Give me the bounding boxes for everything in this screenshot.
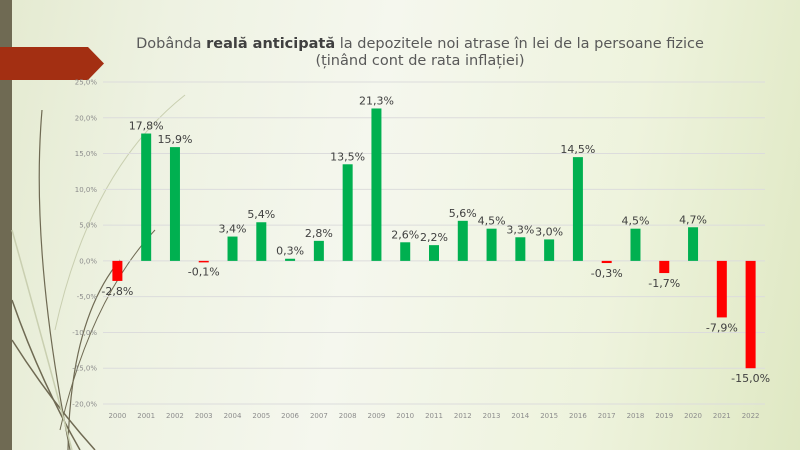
title-text-part1: Dobânda bbox=[136, 36, 207, 52]
x-tick-label: 2019 bbox=[655, 412, 673, 420]
data-label: 2,2% bbox=[420, 231, 448, 244]
data-label: 17,8% bbox=[129, 120, 164, 133]
title-text-part2: la depozitele noi atrase în lei de la pe… bbox=[335, 36, 704, 52]
x-tick-label: 2001 bbox=[137, 412, 155, 420]
data-label: 5,6% bbox=[449, 207, 477, 220]
y-tick-label: 10,0% bbox=[75, 186, 98, 194]
x-tick-label: 2010 bbox=[396, 412, 414, 420]
data-label: 0,3% bbox=[276, 245, 304, 258]
x-tick-label: 2017 bbox=[598, 412, 616, 420]
data-label: 2,6% bbox=[391, 228, 419, 241]
y-tick-label: 0,0% bbox=[79, 257, 97, 265]
bar bbox=[198, 260, 209, 263]
x-tick-label: 2006 bbox=[281, 412, 299, 420]
data-label: 4,5% bbox=[622, 215, 650, 228]
x-tick-label: 2014 bbox=[511, 412, 529, 420]
y-tick-label: 5,0% bbox=[79, 222, 97, 230]
x-tick-label: 2007 bbox=[310, 412, 328, 420]
y-tick-label: 15,0% bbox=[75, 150, 98, 158]
data-label: -2,8% bbox=[101, 285, 133, 298]
data-label: -7,9% bbox=[706, 321, 738, 334]
data-label: 2,8% bbox=[305, 227, 333, 240]
bar bbox=[227, 236, 238, 261]
y-tick-label: -10,0% bbox=[72, 329, 97, 337]
data-label: 13,5% bbox=[330, 150, 365, 163]
bar bbox=[688, 227, 699, 261]
title-text-bold: reală anticipată bbox=[206, 36, 336, 52]
bar bbox=[400, 242, 411, 261]
data-label: -0,3% bbox=[591, 267, 623, 280]
y-tick-label: -20,0% bbox=[72, 401, 97, 409]
x-tick-label: 2021 bbox=[713, 412, 731, 420]
bar bbox=[141, 133, 152, 261]
bar bbox=[544, 239, 555, 261]
title-subtitle: (ținând cont de rata inflației) bbox=[315, 53, 525, 69]
data-label: -15,0% bbox=[731, 372, 770, 385]
x-tick-label: 2002 bbox=[166, 412, 184, 420]
bar bbox=[515, 237, 526, 261]
y-tick-label: -5,0% bbox=[77, 293, 98, 301]
x-tick-label: 2022 bbox=[742, 412, 760, 420]
x-tick-label: 2005 bbox=[252, 412, 270, 420]
data-label: 14,5% bbox=[560, 143, 595, 156]
x-tick-label: 2003 bbox=[195, 412, 213, 420]
data-label: 5,4% bbox=[247, 208, 275, 221]
left-sidebar-strip bbox=[0, 0, 12, 450]
bar bbox=[371, 108, 382, 261]
bar bbox=[659, 260, 670, 274]
x-tick-label: 2009 bbox=[368, 412, 386, 420]
data-label: -0,1% bbox=[188, 266, 220, 279]
bar bbox=[457, 220, 468, 261]
data-label: 21,3% bbox=[359, 94, 394, 107]
y-tick-label: 20,0% bbox=[75, 114, 98, 122]
data-label: 3,3% bbox=[506, 223, 534, 236]
data-label: 3,4% bbox=[219, 223, 247, 236]
x-tick-label: 2015 bbox=[540, 412, 558, 420]
bar bbox=[601, 260, 612, 264]
chart-title: Dobânda reală anticipată la depozitele n… bbox=[120, 36, 720, 70]
bar bbox=[256, 222, 267, 261]
y-tick-label: -15,0% bbox=[72, 365, 97, 373]
x-tick-label: 2018 bbox=[627, 412, 645, 420]
x-tick-label: 2012 bbox=[454, 412, 472, 420]
bar bbox=[429, 245, 439, 261]
x-tick-label: 2004 bbox=[224, 412, 242, 420]
x-tick-label: 2016 bbox=[569, 412, 587, 420]
data-label: 3,0% bbox=[535, 225, 563, 238]
bar bbox=[285, 258, 296, 261]
bar bbox=[572, 157, 583, 261]
bar bbox=[169, 147, 180, 261]
bar bbox=[342, 164, 353, 261]
x-tick-label: 2020 bbox=[684, 412, 702, 420]
data-label: 15,9% bbox=[157, 133, 192, 146]
x-tick-label: 2008 bbox=[339, 412, 357, 420]
data-label: 4,7% bbox=[679, 213, 707, 226]
x-tick-label: 2013 bbox=[483, 412, 501, 420]
bar bbox=[745, 260, 756, 369]
x-tick-label: 2000 bbox=[108, 412, 126, 420]
y-tick-label: 25,0% bbox=[75, 79, 98, 87]
bar bbox=[486, 228, 497, 261]
bar bbox=[716, 260, 727, 318]
bar bbox=[313, 240, 324, 261]
data-label: 4,5% bbox=[478, 215, 506, 228]
bar bbox=[630, 228, 641, 261]
title-banner-arrow bbox=[0, 47, 104, 80]
data-label: -1,7% bbox=[648, 277, 680, 290]
x-tick-label: 2011 bbox=[425, 412, 443, 420]
bar bbox=[112, 260, 123, 281]
